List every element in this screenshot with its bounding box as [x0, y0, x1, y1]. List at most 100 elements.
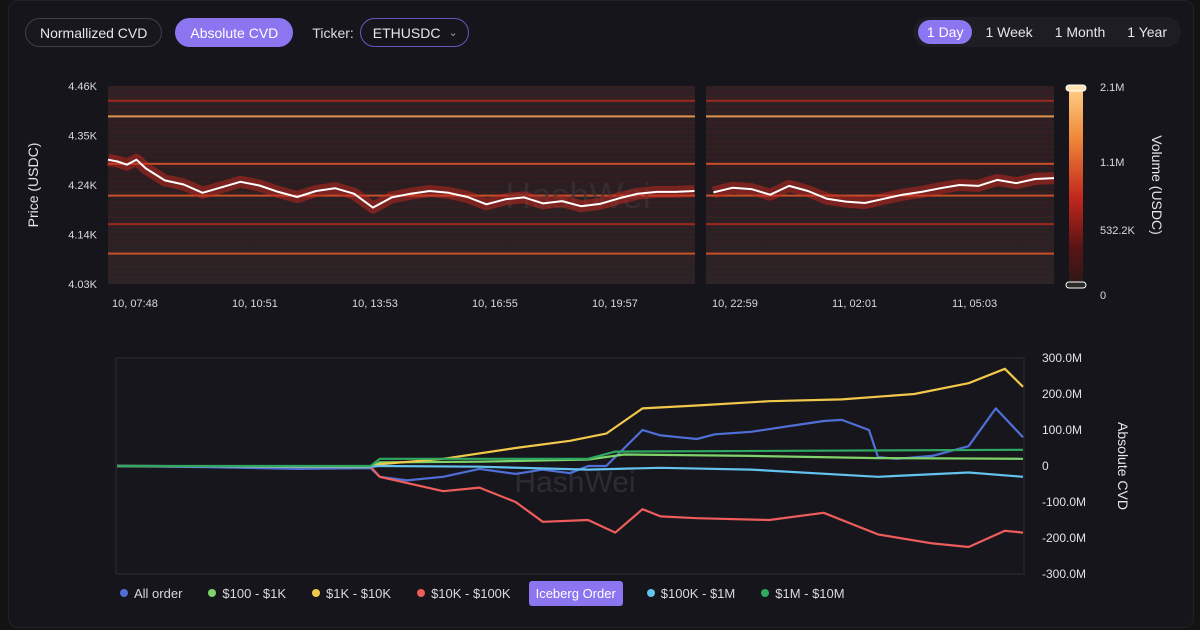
heatmap-stripe — [108, 241, 695, 243]
time-tick-label: 10, 19:57 — [592, 298, 638, 310]
heatmap-panel-left — [108, 86, 695, 284]
price-axis-label: Price (USDC) — [25, 143, 41, 228]
heatmap-stripe — [706, 146, 1054, 148]
volume-level — [108, 99, 695, 102]
volume-axis-label: Volume (USDC) — [1149, 135, 1165, 235]
heatmap-stripe — [108, 251, 695, 253]
heatmap-stripe — [108, 166, 695, 168]
heatmap-stripe — [108, 256, 695, 258]
price-tick-label: 4.03K — [68, 279, 97, 291]
heatmap-stripe — [108, 261, 695, 263]
heatmap-stripe — [706, 271, 1054, 273]
heatmap-stripe — [108, 266, 695, 268]
heatmap-stripe — [706, 221, 1054, 223]
heatmap-stripe — [706, 276, 1054, 278]
heatmap-stripe — [108, 236, 695, 238]
heatmap-stripe — [706, 136, 1054, 138]
cvd-series-2 — [116, 367, 1024, 469]
heatmap-stripe — [706, 241, 1054, 243]
ticker-label: Ticker: — [312, 24, 354, 41]
legend-100k-1m[interactable]: $100K - $1M — [646, 586, 735, 601]
heatmap-stripe — [706, 96, 1054, 98]
heatmap-stripe — [706, 131, 1054, 133]
range-1-week-button[interactable]: 1 Week — [985, 24, 1033, 40]
colorbar-top-handle[interactable] — [1065, 84, 1087, 92]
range-1-day-button[interactable]: 1 Day — [917, 20, 973, 44]
heatmap-stripe — [706, 206, 1054, 208]
heatmap-stripe — [108, 171, 695, 173]
heatmap-stripe — [706, 111, 1054, 113]
heatmap-stripe — [108, 141, 695, 143]
legend-all-order[interactable]: All order — [120, 586, 182, 601]
legend-1k-10k[interactable]: $1K - $10K — [312, 586, 391, 601]
heatmap-stripe — [706, 151, 1054, 153]
legend-1m-10m[interactable]: $1M - $10M — [761, 585, 845, 601]
legend-dot — [312, 589, 321, 597]
legend-label: $10K - $100K — [431, 585, 511, 601]
price-tick-label: 4.14K — [68, 230, 97, 242]
heatmap-stripe — [706, 126, 1054, 128]
time-tick-label: 10, 16:55 — [472, 298, 518, 310]
legend-label: $1M - $10M — [775, 585, 845, 601]
heatmap-stripe — [108, 206, 695, 208]
heatmap-stripe — [108, 281, 695, 283]
volume-level — [108, 252, 695, 255]
heatmap-stripe — [706, 101, 1054, 103]
cvd-legend: All order $100 - $1K $1K - $10K $10K - $… — [120, 580, 871, 606]
normalized-cvd-button[interactable]: Normallized CVD — [25, 18, 163, 47]
legend-dot — [646, 589, 655, 597]
cvd-tick-label: 300.0M — [1042, 351, 1082, 365]
cvd-tick-label: -100.0M — [1042, 495, 1086, 509]
range-1-month-button[interactable]: 1 Month — [1054, 24, 1106, 40]
heatmap-stripe — [706, 261, 1054, 263]
heatmap-stripe — [108, 106, 695, 108]
cvd-series-4 — [116, 464, 1024, 478]
heatmap-stripe — [706, 121, 1054, 123]
cvd-tick-label: -200.0M — [1042, 531, 1086, 545]
volume-level — [706, 162, 1054, 165]
colorbar-tick-label: 0 — [1100, 290, 1106, 302]
range-1-year-button[interactable]: 1 Year — [1127, 24, 1167, 40]
heatmap-plot-area — [108, 86, 1054, 284]
legend-100-1k[interactable]: $100 - $1K — [208, 586, 286, 601]
absolute-cvd-button[interactable]: Absolute CVD — [175, 18, 294, 47]
heatmap-stripe — [108, 101, 695, 103]
colorbar-bottom-handle[interactable] — [1065, 281, 1087, 289]
heatmap-stripe — [706, 166, 1054, 168]
heatmap-stripe — [108, 111, 695, 113]
cvd-series-lines — [116, 367, 1024, 549]
price-tick-label: 4.24K — [68, 180, 97, 192]
legend-10k-100k[interactable]: $10K - $100K — [417, 586, 511, 601]
price-y-axis: 4.46K 4.35K 4.24K 4.14K 4.03K — [68, 81, 97, 291]
iceberg-order-button[interactable]: Iceberg Order — [528, 580, 623, 606]
volume-level — [108, 115, 695, 118]
legend-label: $100 - $1K — [222, 585, 287, 601]
volume-colorbar — [1069, 87, 1083, 287]
heatmap-stripe — [706, 231, 1054, 233]
volume-level — [108, 162, 695, 165]
time-tick-label: 10, 22:59 — [712, 298, 758, 310]
time-tick-label: 11, 02:01 — [832, 298, 877, 310]
heatmap-stripe — [108, 86, 695, 88]
legend-dot — [120, 589, 128, 597]
heatmap-stripe — [706, 266, 1054, 268]
heatmap-stripe — [108, 151, 695, 153]
heatmap-stripe — [706, 176, 1054, 178]
chevron-down-icon: ⌄ — [448, 27, 458, 39]
cvd-y-axis: 300.0M 200.0M 100.0M 0 -100.0M -200.0M -300.0M — [1042, 351, 1086, 581]
heatmap-stripe — [108, 201, 695, 203]
colorbar-tick-label: 532.2K — [1100, 225, 1136, 237]
heatmap-stripe — [706, 161, 1054, 163]
volume-level — [706, 252, 1054, 255]
heatmap-stripe — [706, 246, 1054, 248]
heatmap-stripe — [706, 256, 1054, 258]
legend-dot — [761, 589, 770, 597]
heatmap-stripe — [706, 106, 1054, 108]
ticker-select[interactable]: ETHUSDC ⌄ — [359, 18, 469, 47]
colorbar-tick-label: 2.1M — [1100, 82, 1124, 94]
colorbar-tick-label: 1.1M — [1100, 157, 1124, 169]
chart-toolbar: Normallized CVD Absolute CVD Ticker: ETH… — [25, 17, 469, 48]
heatmap-stripe — [108, 156, 695, 158]
legend-label: $1K - $10K — [326, 585, 392, 601]
